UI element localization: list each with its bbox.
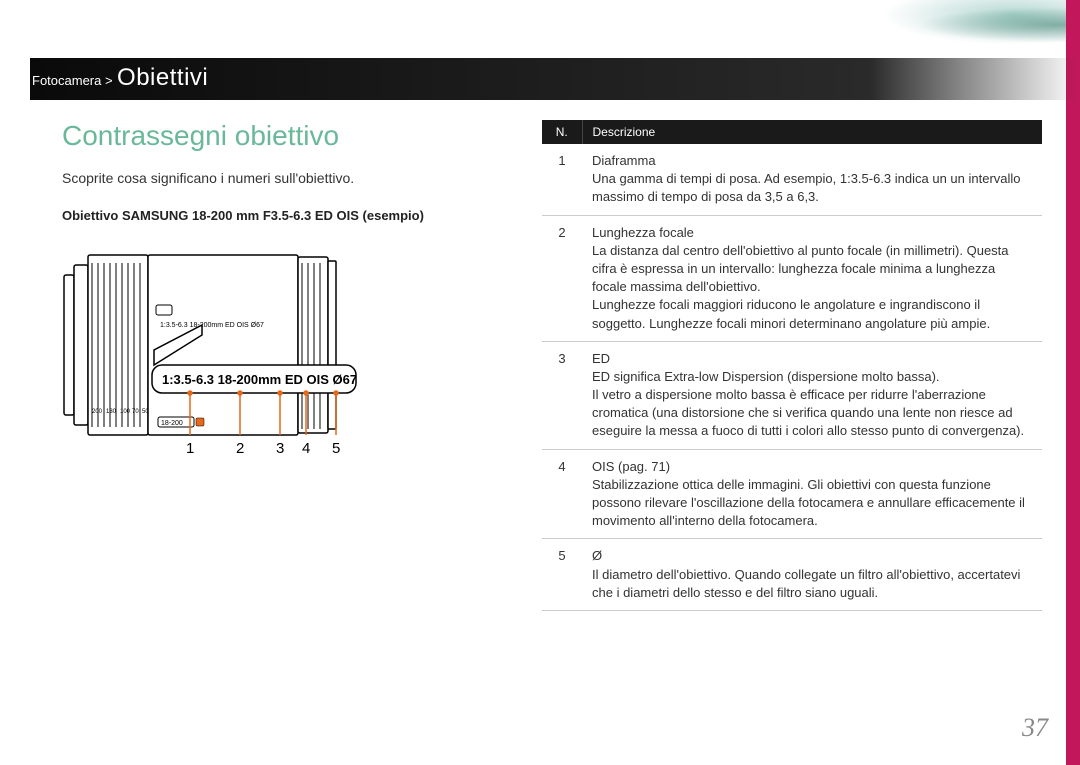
row-number: 5 (542, 539, 582, 611)
page-number: 37 (1022, 713, 1048, 743)
ring-label: 18-200 (161, 420, 183, 427)
svg-text:4: 4 (302, 440, 310, 457)
row-description: ØIl diametro dell'obiettivo. Quando coll… (582, 539, 1042, 611)
page-heading: Contrassegni obiettivo (62, 120, 522, 152)
col-header-num: N. (542, 120, 582, 144)
example-subheading: Obiettivo SAMSUNG 18-200 mm F3.5-6.3 ED … (62, 208, 522, 223)
table-row: 1DiaframmaUna gamma di tempi di posa. Ad… (542, 144, 1042, 215)
table-row: 5ØIl diametro dell'obiettivo. Quando col… (542, 539, 1042, 611)
row-body-line: Il vetro a dispersione molto bassa è eff… (592, 386, 1032, 441)
svg-text:100: 100 (120, 409, 131, 415)
left-column: Contrassegni obiettivo Scoprite cosa sig… (62, 120, 522, 465)
svg-text:3: 3 (276, 440, 284, 457)
breadcrumb-parent: Fotocamera > (32, 73, 113, 88)
pointer-numbers: 1 2 3 4 5 (186, 440, 340, 457)
row-description: Lunghezza focaleLa distanza dal centro d… (582, 215, 1042, 341)
page-content: Contrassegni obiettivo Scoprite cosa sig… (62, 120, 1042, 611)
svg-text:1: 1 (186, 440, 194, 457)
barrel-engraving: 1:3.5-6.3 18-200mm ED OIS Ø67 (160, 322, 264, 329)
description-table: N. Descrizione 1DiaframmaUna gamma di te… (542, 120, 1042, 611)
lens-svg: 1:3.5-6.3 18-200mm ED OIS Ø67 200 130 10… (62, 235, 362, 465)
col-header-desc: Descrizione (582, 120, 1042, 144)
callout-text: 1:3.5-6.3 18-200mm ED OIS Ø67 (162, 372, 357, 387)
lens-diagram: 1:3.5-6.3 18-200mm ED OIS Ø67 200 130 10… (62, 235, 362, 465)
svg-text:130: 130 (106, 409, 117, 415)
svg-text:2: 2 (236, 440, 244, 457)
row-number: 1 (542, 144, 582, 215)
breadcrumb: Fotocamera > Obiettivi (30, 58, 1080, 100)
table-row: 3EDED significa Extra-low Dispersion (di… (542, 341, 1042, 449)
row-title: OIS (pag. 71) (592, 458, 1032, 476)
svg-text:5: 5 (332, 440, 340, 457)
intro-text: Scoprite cosa significano i numeri sull'… (62, 170, 522, 186)
row-description: EDED significa Extra-low Dispersion (dis… (582, 341, 1042, 449)
svg-text:70: 70 (132, 409, 139, 415)
row-body-line: Il diametro dell'obiettivo. Quando colle… (592, 566, 1032, 602)
row-number: 3 (542, 341, 582, 449)
row-body-line: Stabilizzazione ottica delle immagini. G… (592, 476, 1032, 531)
row-body-line: La distanza dal centro dell'obiettivo al… (592, 242, 1032, 297)
svg-text:200: 200 (92, 409, 103, 415)
row-description: OIS (pag. 71)Stabilizzazione ottica dell… (582, 449, 1042, 539)
breadcrumb-current: Obiettivi (117, 64, 208, 91)
row-number: 2 (542, 215, 582, 341)
row-body-line: Una gamma di tempi di posa. Ad esempio, … (592, 170, 1032, 206)
svg-text:50: 50 (142, 409, 149, 415)
right-column: N. Descrizione 1DiaframmaUna gamma di te… (542, 120, 1042, 611)
row-body-line: ED significa Extra-low Dispersion (dispe… (592, 368, 1032, 386)
table-row: 4OIS (pag. 71)Stabilizzazione ottica del… (542, 449, 1042, 539)
accent-sidebar (1066, 0, 1080, 765)
table-row: 2Lunghezza focaleLa distanza dal centro … (542, 215, 1042, 341)
row-title: Ø (592, 547, 1032, 565)
header-decoration (860, 0, 1080, 50)
row-body-line: Lunghezze focali maggiori riducono le an… (592, 296, 1032, 332)
row-number: 4 (542, 449, 582, 539)
row-description: DiaframmaUna gamma di tempi di posa. Ad … (582, 144, 1042, 215)
row-title: Lunghezza focale (592, 224, 1032, 242)
row-title: ED (592, 350, 1032, 368)
row-title: Diaframma (592, 152, 1032, 170)
